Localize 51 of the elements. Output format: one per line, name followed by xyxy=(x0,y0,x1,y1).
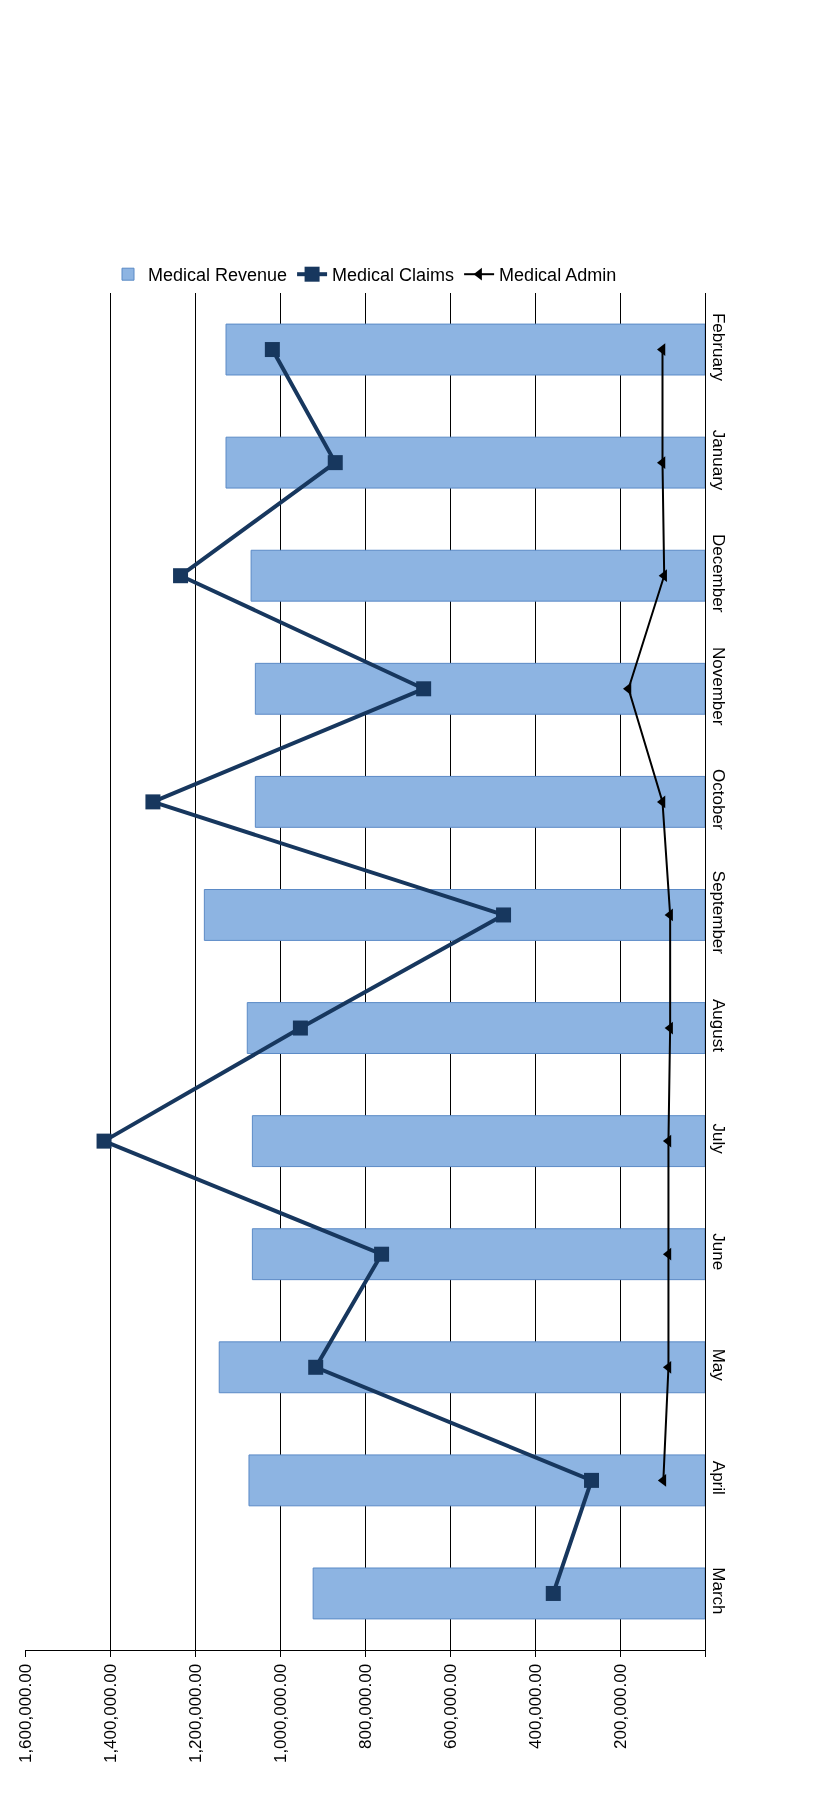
x-tick-label: 1,600,000.00 xyxy=(15,1663,35,1764)
x-tick-label: 400,000.00 xyxy=(525,1663,545,1749)
y-tick-label: September xyxy=(708,870,728,955)
point xyxy=(173,568,189,584)
bar xyxy=(312,1567,705,1620)
x-tick-label: 1,400,000.00 xyxy=(100,1663,120,1764)
bar xyxy=(251,1228,705,1281)
bar xyxy=(203,889,705,941)
bar xyxy=(246,1002,705,1054)
x-tick-label: 1,000,000.00 xyxy=(270,1663,290,1764)
legend-label: Medical Admin xyxy=(499,265,617,286)
point xyxy=(327,455,343,471)
y-tick-label: July xyxy=(708,1123,728,1155)
y-tick-label: March xyxy=(708,1567,728,1615)
point xyxy=(96,1133,112,1149)
x-tick-label: 1,200,000.00 xyxy=(185,1663,205,1764)
legend-label: Medical Claims xyxy=(332,265,455,286)
point xyxy=(308,1359,324,1375)
y-tick-label: November xyxy=(708,647,728,726)
point xyxy=(584,1472,600,1488)
bar xyxy=(225,436,705,489)
point xyxy=(496,907,512,923)
x-tick-label: 200,000.00 xyxy=(610,1663,630,1749)
point xyxy=(264,342,280,358)
x-tick-label: 800,000.00 xyxy=(355,1663,375,1749)
point xyxy=(416,681,432,697)
point xyxy=(292,1020,308,1036)
point xyxy=(662,1247,672,1261)
y-tick-label: June xyxy=(708,1233,728,1271)
y-tick-label: April xyxy=(708,1460,728,1495)
point xyxy=(145,794,161,810)
bar xyxy=(248,1454,705,1507)
y-tick-label: December xyxy=(708,533,728,613)
point xyxy=(662,1360,672,1374)
point xyxy=(374,1246,390,1262)
bar xyxy=(225,323,705,376)
x-tick-label: 600,000.00 xyxy=(440,1663,460,1749)
bar xyxy=(254,662,705,715)
bar xyxy=(251,1115,705,1168)
y-tick-label: January xyxy=(708,429,728,491)
bar xyxy=(218,1341,705,1394)
point xyxy=(545,1585,561,1601)
y-tick-label: August xyxy=(708,999,728,1053)
point xyxy=(657,1474,667,1487)
bar xyxy=(254,775,705,828)
legend-label: Medical Revenue xyxy=(148,265,288,286)
y-tick-label: February xyxy=(708,312,728,382)
y-tick-label: May xyxy=(708,1348,728,1382)
bar xyxy=(250,549,705,602)
point xyxy=(662,1134,672,1148)
y-tick-label: October xyxy=(708,769,728,830)
